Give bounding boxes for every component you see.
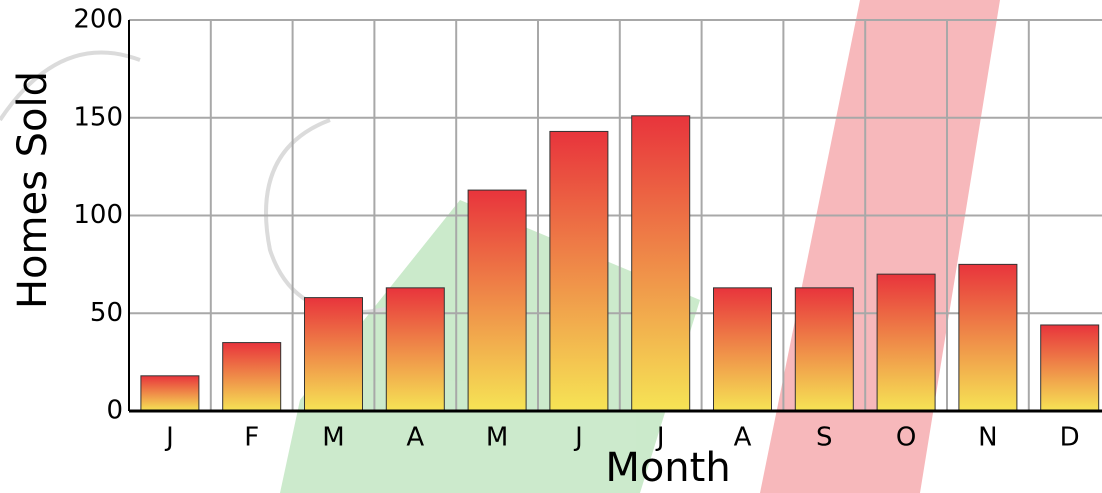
- x-tick-label: S: [816, 423, 833, 453]
- x-tick-label: N: [978, 423, 997, 453]
- bar: [876, 273, 936, 412]
- x-tick-label: A: [406, 423, 424, 453]
- x-tick-label: J: [164, 423, 174, 453]
- bar: [222, 342, 282, 412]
- y-tick-label: 100: [73, 200, 123, 230]
- x-tick-label: J: [655, 423, 665, 453]
- y-tick-label: 150: [73, 102, 123, 132]
- bar: [1040, 324, 1100, 412]
- bar: [467, 189, 527, 412]
- bar: [304, 297, 363, 412]
- x-tick-label: M: [486, 423, 508, 453]
- bar: [140, 375, 200, 412]
- x-tick-label: O: [896, 423, 916, 453]
- x-tick-label: F: [244, 423, 259, 453]
- bar: [549, 130, 609, 412]
- y-axis-label: Homes Sold: [10, 71, 56, 309]
- x-tick-label: A: [734, 423, 752, 453]
- y-tick-label: 200: [73, 5, 123, 35]
- y-tick-label: 50: [90, 298, 123, 328]
- x-tick-label: M: [322, 423, 344, 453]
- bar: [794, 287, 854, 412]
- bar: [385, 287, 445, 412]
- bar: [713, 287, 772, 412]
- x-tick-label: J: [573, 423, 583, 453]
- x-tick-label: D: [1060, 423, 1080, 453]
- y-tick-label: 0: [106, 396, 123, 426]
- bar: [631, 115, 691, 412]
- x-axis-label: Month: [605, 445, 730, 491]
- bar: [958, 263, 1018, 412]
